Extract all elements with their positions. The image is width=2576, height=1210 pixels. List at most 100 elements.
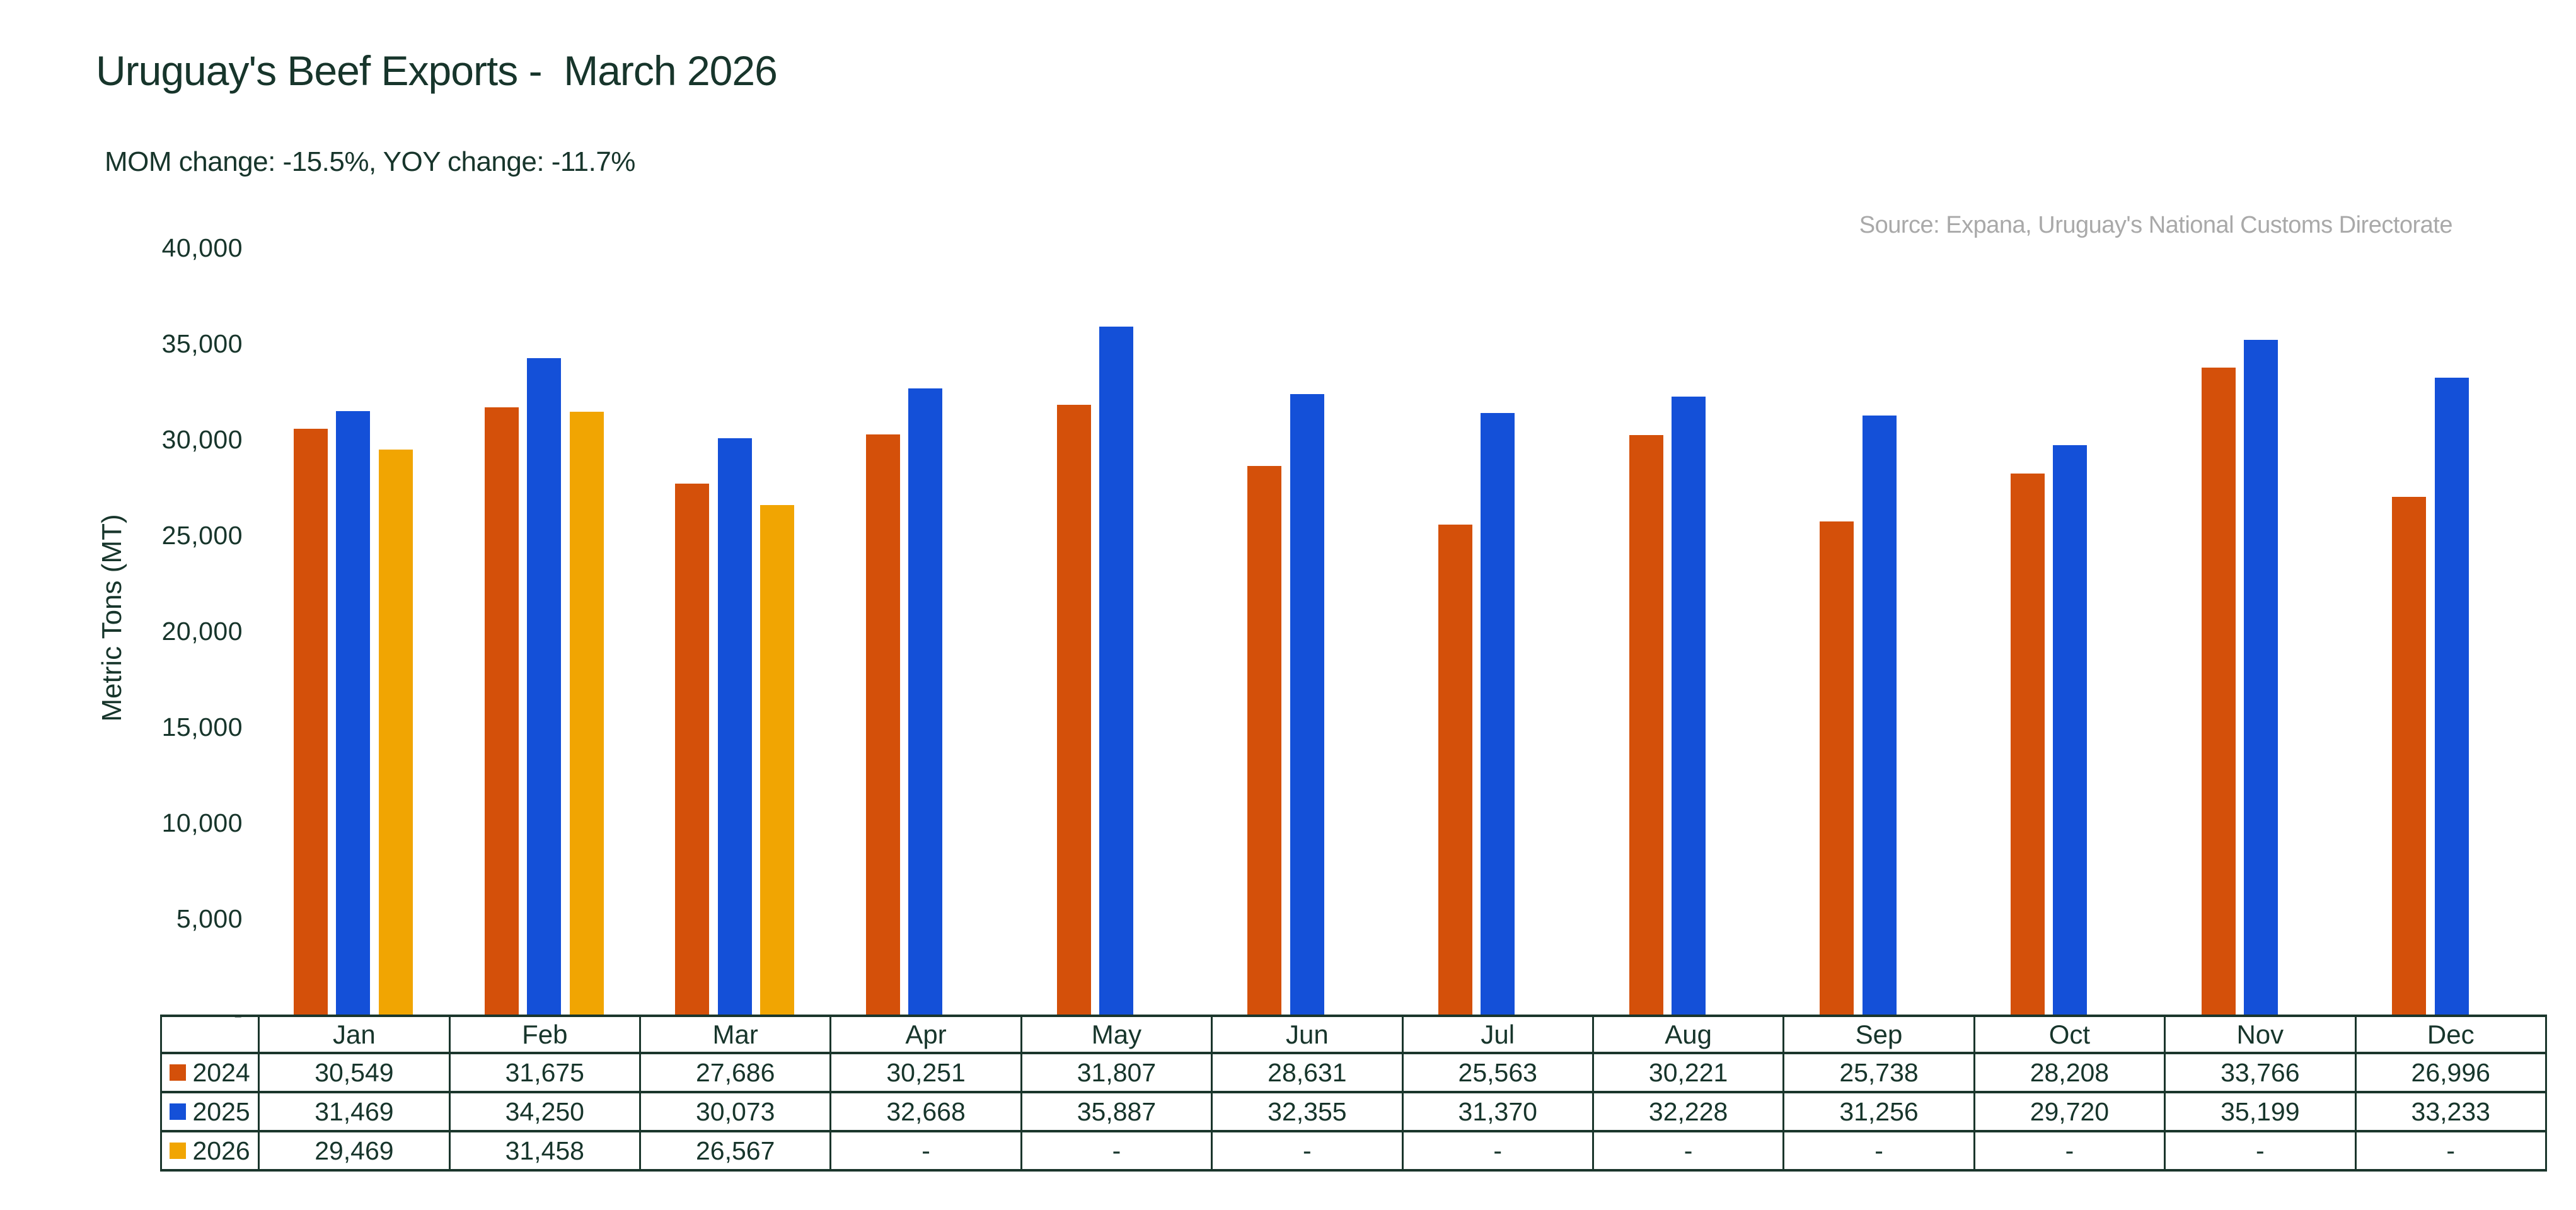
bar-2024-oct xyxy=(2010,474,2045,1015)
month-header-nov: Nov xyxy=(2164,1015,2357,1054)
y-tick-label: 10,000 xyxy=(161,808,243,837)
value-cell-2026-jun: - xyxy=(1211,1130,1404,1172)
value-cell-2026-may: - xyxy=(1020,1130,1213,1172)
y-tick-label: 5,000 xyxy=(176,904,243,933)
bar-2025-feb xyxy=(527,358,561,1015)
legend-swatch-2024 xyxy=(170,1064,187,1081)
y-tick-label: 40,000 xyxy=(161,233,243,262)
bar-2024-mar xyxy=(675,484,710,1015)
bar-2024-apr xyxy=(865,434,900,1015)
bar-2024-feb xyxy=(484,407,519,1015)
value-cell-2026-aug: - xyxy=(1591,1130,1785,1172)
value-cell-2024-oct: 28,208 xyxy=(1973,1052,2166,1093)
bar-2025-jan xyxy=(336,411,371,1015)
value-cell-2025-dec: 33,233 xyxy=(2354,1091,2547,1132)
bar-2025-oct xyxy=(2053,445,2088,1015)
value-cell-2025-jul: 31,370 xyxy=(1401,1091,1594,1132)
legend-cell-2024: 2024 xyxy=(159,1052,260,1093)
value-cell-2026-oct: - xyxy=(1973,1130,2166,1172)
value-cell-2024-jan: 30,549 xyxy=(258,1052,451,1093)
month-header-dec: Dec xyxy=(2354,1015,2547,1054)
month-header-mar: Mar xyxy=(638,1015,832,1054)
value-cell-2025-jun: 32,355 xyxy=(1211,1091,1404,1132)
month-header-jun: Jun xyxy=(1211,1015,1404,1054)
table-corner-cell xyxy=(159,1015,260,1054)
value-cell-2026-feb: 31,458 xyxy=(448,1130,641,1172)
bar-2024-jan xyxy=(293,429,328,1015)
legend-cell-2026: 2026 xyxy=(159,1130,260,1172)
bar-2024-jul xyxy=(1438,525,1472,1015)
bar-2025-aug xyxy=(1672,397,1706,1015)
table-row-2024: 2024 30,549 31,675 27,686 30,251 31,807 28,631… xyxy=(159,1052,2547,1093)
value-cell-2026-nov: - xyxy=(2164,1130,2357,1172)
value-cell-2024-mar: 27,686 xyxy=(638,1052,832,1093)
bar-2025-nov xyxy=(2244,340,2278,1015)
bar-2024-jun xyxy=(1247,466,1282,1015)
source-note: Source: Expana, Uruguay's National Custo… xyxy=(1859,212,2453,238)
bar-2024-aug xyxy=(1629,435,1663,1015)
bar-2024-may xyxy=(1056,405,1091,1015)
value-cell-2025-mar: 30,073 xyxy=(638,1091,832,1132)
value-cell-2025-may: 35,887 xyxy=(1020,1091,1213,1132)
table-row-2025: 2025 31,469 34,250 30,073 32,668 35,887 32,355… xyxy=(159,1091,2547,1132)
value-cell-2026-mar: 26,567 xyxy=(638,1130,832,1172)
month-header-feb: Feb xyxy=(448,1015,641,1054)
month-header-apr: Apr xyxy=(829,1015,1022,1054)
chart-subtitle: MOM change: -15.5%, YOY change: -11.7% xyxy=(105,146,635,177)
value-cell-2026-apr: - xyxy=(829,1130,1022,1172)
bar-2025-jul xyxy=(1481,413,1515,1015)
bar-2026-jan xyxy=(378,450,413,1015)
y-tick-label: 25,000 xyxy=(161,521,243,550)
value-cell-2026-sep: - xyxy=(1782,1130,1975,1172)
legend-cell-2025: 2025 xyxy=(159,1091,260,1132)
value-cell-2025-sep: 31,256 xyxy=(1782,1091,1975,1132)
value-cell-2024-nov: 33,766 xyxy=(2164,1052,2357,1093)
bar-2024-dec xyxy=(2392,497,2427,1015)
y-axis-tick-labels: 40,000 35,000 30,000 25,000 20,000 15,000 10,0… xyxy=(0,0,243,1210)
y-tick-label: 20,000 xyxy=(161,617,243,646)
legend-swatch-2026 xyxy=(170,1143,187,1159)
value-cell-2026-jan: 29,469 xyxy=(258,1130,451,1172)
month-header-sep: Sep xyxy=(1782,1015,1975,1054)
month-header-jan: Jan xyxy=(258,1015,451,1054)
bar-2026-feb xyxy=(569,412,604,1015)
value-cell-2025-nov: 35,199 xyxy=(2164,1091,2357,1132)
bar-2025-apr xyxy=(908,388,943,1015)
chart-title: Uruguay's Beef Exports - March 2026 xyxy=(96,47,778,94)
bar-2025-sep xyxy=(1862,416,1897,1015)
value-cell-2024-jul: 25,563 xyxy=(1401,1052,1594,1093)
value-cell-2024-feb: 31,675 xyxy=(448,1052,641,1093)
month-header-may: May xyxy=(1020,1015,1213,1054)
data-table: Jan Feb Mar Apr May Jun Jul Aug Sep Oct Nov Dec 2024… xyxy=(159,1015,2547,1172)
value-cell-2024-aug: 30,221 xyxy=(1591,1052,1785,1093)
bar-2024-sep xyxy=(1820,521,1854,1015)
legend-year-label: 2025 xyxy=(192,1097,250,1126)
bar-2025-dec xyxy=(2434,378,2469,1015)
month-header-aug: Aug xyxy=(1591,1015,1785,1054)
table-row-2026: 2026 29,469 31,458 26,567- - - - - - - - - xyxy=(159,1130,2547,1172)
plot-area xyxy=(258,248,2547,1015)
y-tick-label: 30,000 xyxy=(161,425,243,454)
value-cell-2024-may: 31,807 xyxy=(1020,1052,1213,1093)
legend-swatch-2025 xyxy=(170,1103,187,1120)
value-cell-2024-apr: 30,251 xyxy=(829,1052,1022,1093)
value-cell-2026-jul: - xyxy=(1401,1130,1594,1172)
value-cell-2025-aug: 32,228 xyxy=(1591,1091,1785,1132)
value-cell-2024-sep: 25,738 xyxy=(1782,1052,1975,1093)
value-cell-2024-dec: 26,996 xyxy=(2354,1052,2547,1093)
value-cell-2025-feb: 34,250 xyxy=(448,1091,641,1132)
bar-2026-mar xyxy=(760,505,795,1015)
value-cell-2025-apr: 32,668 xyxy=(829,1091,1022,1132)
bar-2024-nov xyxy=(2201,368,2236,1015)
y-tick-label: 35,000 xyxy=(161,329,243,358)
month-header-jul: Jul xyxy=(1401,1015,1594,1054)
bar-2025-mar xyxy=(717,438,752,1015)
value-cell-2025-jan: 31,469 xyxy=(258,1091,451,1132)
bar-2025-may xyxy=(1099,327,1133,1015)
y-tick-label: 15,000 xyxy=(161,713,243,742)
legend-year-label: 2026 xyxy=(192,1136,250,1165)
value-cell-2025-oct: 29,720 xyxy=(1973,1091,2166,1132)
bar-2025-jun xyxy=(1290,394,1324,1015)
value-cell-2026-dec: - xyxy=(2354,1130,2547,1172)
